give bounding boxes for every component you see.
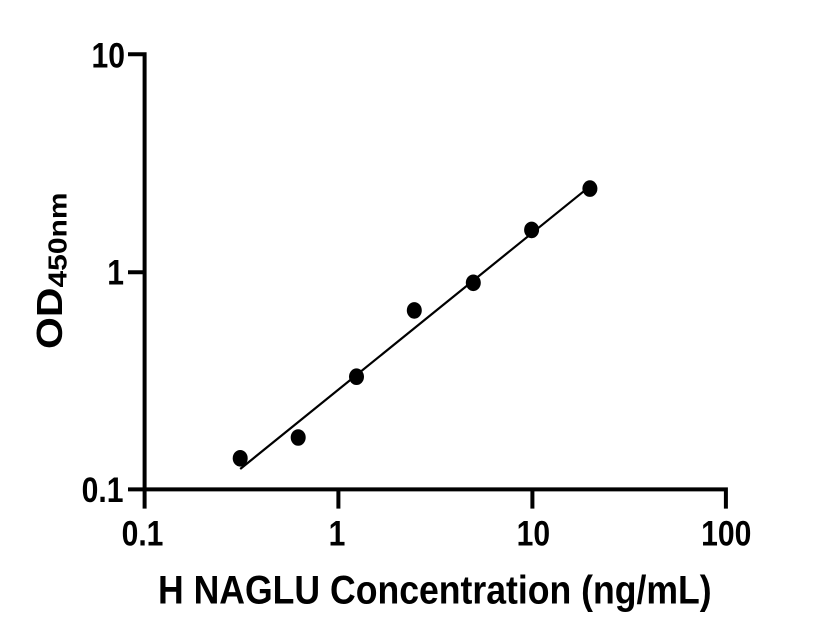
svg-text:10: 10	[92, 35, 125, 75]
svg-text:0.1: 0.1	[82, 470, 124, 510]
svg-text:1: 1	[329, 514, 346, 554]
svg-text:1: 1	[107, 252, 124, 292]
svg-text:OD450nm: OD450nm	[30, 192, 71, 349]
svg-text:10: 10	[517, 514, 550, 554]
svg-text:H NAGLU Concentration (ng/mL): H NAGLU Concentration (ng/mL)	[158, 569, 712, 613]
svg-text:100: 100	[701, 514, 751, 554]
svg-text:0.1: 0.1	[122, 514, 164, 554]
